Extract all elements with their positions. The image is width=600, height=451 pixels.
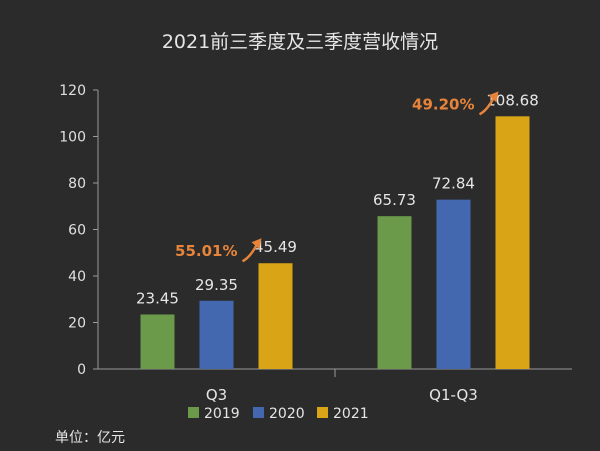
- bar-2019-Q3: [140, 314, 175, 369]
- y-tick-label: 20: [68, 316, 86, 332]
- data-label: 29.35: [195, 276, 238, 294]
- legend-swatch-2021: [317, 407, 328, 418]
- growth-arrow-head: [488, 91, 499, 103]
- y-tick-label: 40: [68, 269, 86, 285]
- bar-2021-Q1-Q3: [495, 116, 530, 369]
- chart-title: 2021前三季度及三季度营收情况: [162, 31, 438, 53]
- legend-swatch-2019: [188, 407, 199, 418]
- legend: 2019 2020 2021: [188, 406, 369, 422]
- x-category-label: Q3: [206, 386, 227, 404]
- legend-entry: 2021: [333, 406, 369, 422]
- bar-2021-Q3: [258, 263, 293, 369]
- bars: [140, 116, 530, 369]
- legend-swatch-2020: [253, 407, 264, 418]
- legend-entry: 2019: [204, 406, 240, 422]
- data-label: 45.49: [254, 238, 297, 256]
- data-label: 108.68: [486, 91, 539, 109]
- growth-label: 49.20%: [412, 95, 474, 113]
- y-tick-label: 60: [68, 223, 86, 239]
- bar-2020-Q1-Q3: [436, 199, 471, 369]
- data-label: 72.84: [432, 175, 475, 193]
- x-category-label: Q1-Q3: [429, 386, 478, 404]
- axes: 0 20 40 60 80 100 120: [59, 83, 572, 378]
- y-tick-label: 120: [59, 83, 86, 99]
- y-tick-label: 80: [68, 176, 86, 192]
- legend-entry: 2020: [269, 406, 305, 422]
- y-tick-label: 0: [77, 362, 86, 378]
- labels: 23.45 29.35 45.49 55.01% Q3 65.73 72.84 108.68 4…: [136, 91, 539, 404]
- data-label: 23.45: [136, 289, 179, 307]
- growth-label: 55.01%: [175, 242, 237, 260]
- bar-2020-Q3: [199, 300, 234, 369]
- growth-arrow-head: [251, 238, 262, 250]
- y-tick-label: 100: [59, 130, 86, 146]
- unit-label: 单位：亿元: [55, 430, 125, 446]
- data-label: 65.73: [373, 191, 416, 209]
- bar-2019-Q1-Q3: [377, 216, 412, 369]
